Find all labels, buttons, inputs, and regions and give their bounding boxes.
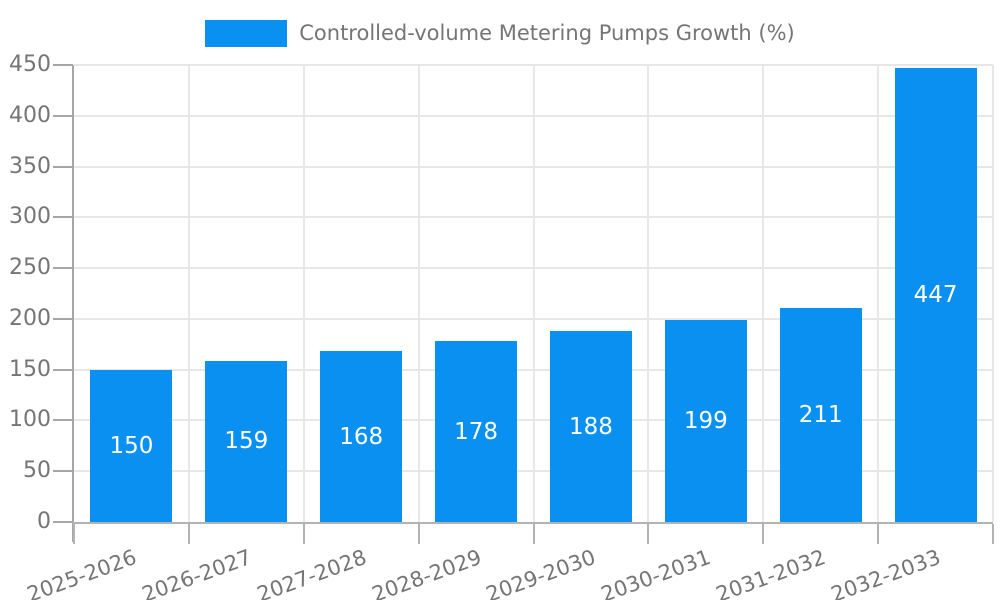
bar [90, 369, 173, 522]
bar-value-label: 159 [224, 428, 269, 455]
x-tick-label: 2029-2030 [483, 545, 600, 600]
y-axis-tick [53, 521, 73, 523]
x-tick-label: 2032-2033 [827, 545, 944, 600]
y-tick-label: 450 [9, 52, 51, 77]
x-tick-label: 2031-2032 [713, 545, 829, 600]
y-tick-label: 100 [9, 407, 51, 433]
x-gridline [302, 65, 305, 522]
y-tick-label: 50 [23, 458, 51, 484]
y-axis-tick [53, 267, 73, 270]
bar [894, 68, 977, 522]
x-gridline [187, 65, 190, 522]
x-gridline [647, 65, 650, 522]
y-tick-label: 150 [9, 356, 51, 382]
bar [435, 341, 518, 522]
x-axis-tick [992, 524, 994, 544]
bar-value-label: 168 [339, 423, 384, 450]
y-axis-tick [53, 114, 73, 117]
y-axis-tick [53, 165, 73, 168]
y-tick-label: 250 [9, 255, 51, 281]
x-tick-label: 2028-2029 [368, 545, 485, 600]
x-axis-tick [73, 524, 75, 544]
bar [549, 331, 632, 522]
x-axis-tick [302, 524, 305, 544]
x-tick-label: 2030-2031 [598, 545, 715, 600]
bar-value-label: 447 [913, 282, 958, 309]
x-axis-tick [417, 524, 420, 544]
y-axis-tick [53, 470, 73, 473]
x-gridline [877, 65, 880, 522]
bar-value-label: 178 [454, 418, 499, 445]
bar-value-label: 188 [568, 413, 613, 440]
x-gridline [992, 65, 994, 522]
y-tick-label: 400 [9, 102, 51, 128]
y-tick-label: 350 [9, 153, 51, 179]
legend-swatch [205, 19, 288, 47]
bar [779, 307, 862, 522]
y-axis-line [72, 65, 74, 542]
x-gridline [417, 65, 420, 522]
bar-value-label: 211 [798, 401, 843, 428]
y-axis-tick [53, 64, 73, 66]
bar [320, 351, 403, 522]
bar [205, 360, 288, 522]
x-axis-tick [647, 524, 650, 544]
x-tick-label: 2027-2028 [253, 545, 370, 600]
x-axis-tick [532, 524, 535, 544]
legend-label: Controlled-volume Metering Pumps Growth … [299, 21, 795, 45]
y-tick-label: 200 [9, 305, 51, 331]
x-axis-tick [187, 524, 190, 544]
x-gridline [532, 65, 535, 522]
bar-value-label: 150 [109, 432, 154, 459]
y-axis-tick [53, 317, 73, 320]
y-tick-label: 0 [37, 509, 51, 534]
plot-area: 0 50 100 150 200 250 300 350 400 450 150 2025-2026 1… [9, 52, 994, 600]
x-tick-label: 2025-2026 [23, 545, 140, 600]
legend: Controlled-volume Metering Pumps Growth … [0, 17, 1000, 49]
x-axis-line [72, 522, 993, 524]
x-gridline [762, 65, 765, 522]
x-tick-label: 2026-2027 [138, 545, 255, 600]
y-axis-tick [53, 216, 73, 219]
y-axis-tick [53, 368, 73, 371]
y-tick-label: 300 [9, 204, 51, 230]
y-axis-tick [53, 419, 73, 422]
x-axis-tick [877, 524, 880, 544]
bar [664, 319, 747, 522]
x-axis-tick [762, 524, 765, 544]
bar-value-label: 199 [683, 407, 728, 434]
